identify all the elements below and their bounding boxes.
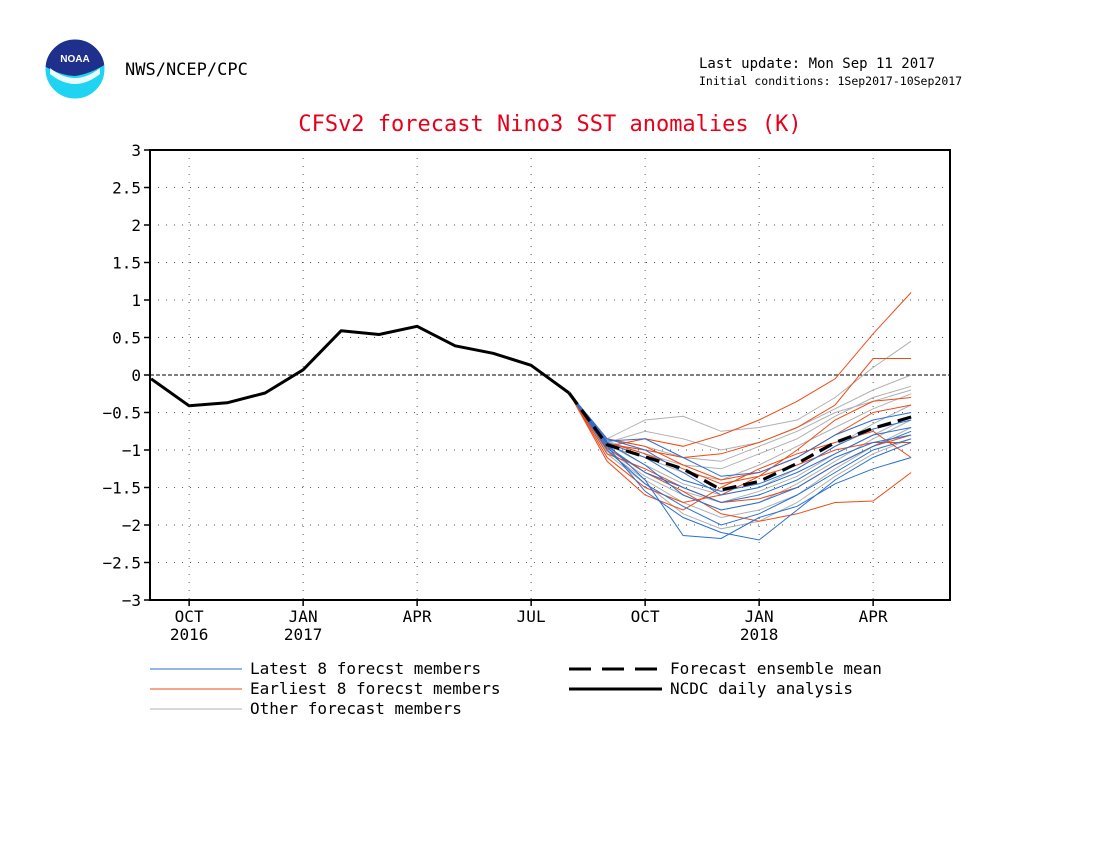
initial-conditions-text: Initial conditions: 1Sep2017-10Sep2017 — [699, 74, 963, 88]
forecast-member-line — [568, 392, 912, 504]
forecast-member-line — [568, 392, 912, 485]
legend-label: Earliest 8 forecst members — [250, 679, 500, 698]
y-tick-label: 2.5 — [112, 179, 141, 198]
x-tick-year: 2016 — [170, 625, 209, 644]
forecast-member-line — [568, 358, 912, 459]
y-tick-label: 1.5 — [112, 254, 141, 273]
forecast-member-line — [568, 392, 912, 511]
chart-title: CFSv2 forecast Nino3 SST anomalies (K) — [298, 112, 802, 137]
y-tick-label: −2.5 — [102, 554, 141, 573]
y-axis-ticks: 3 2.5 2 1.5 1 0.5 0 −0.5 −1 −1.5 −2 −2.5 −3 — [102, 141, 150, 610]
ensemble-mean-line — [567, 392, 912, 492]
forecast-member-line — [568, 392, 912, 504]
forecast-member-line — [568, 392, 912, 519]
y-tick-label: 2 — [131, 216, 141, 235]
x-tick-label: OCT — [175, 607, 204, 626]
forecast-member-line — [568, 392, 912, 540]
x-tick-label: APR — [403, 607, 432, 626]
x-tick-label: JAN — [289, 607, 318, 626]
legend-label: NCDC daily analysis — [670, 679, 853, 698]
forecast-member-line — [568, 392, 912, 477]
y-tick-label: −1.5 — [102, 479, 141, 498]
observed-line — [150, 324, 570, 408]
forecast-member-line — [568, 392, 912, 541]
y-tick-label: −0.5 — [102, 404, 141, 423]
x-tick-label: JAN — [745, 607, 774, 626]
x-tick-label: JUL — [517, 607, 546, 626]
y-tick-label: 0 — [131, 366, 141, 385]
y-tick-label: −2 — [122, 516, 141, 535]
observed-layer — [150, 324, 570, 408]
forecast-member-line — [568, 392, 912, 481]
legend-label: Latest 8 forecst members — [250, 659, 481, 678]
y-tick-label: 0.5 — [112, 329, 141, 348]
x-tick-year: 2017 — [284, 625, 323, 644]
forecast-member-line — [568, 392, 912, 496]
y-tick-label: −1 — [122, 441, 141, 460]
forecast-member-line — [568, 392, 912, 526]
legend-label: Forecast ensemble mean — [670, 659, 882, 678]
ensemble-mean-layer — [567, 392, 912, 492]
forecast-member-line — [568, 392, 912, 522]
forecast-member-line — [568, 292, 912, 447]
forecast-member-line — [568, 392, 912, 511]
forecast-member-line — [568, 340, 912, 440]
forecast-member-line — [568, 392, 912, 492]
forecast-members-layer — [568, 292, 912, 541]
x-tick-label: OCT — [631, 607, 660, 626]
y-tick-label: 3 — [131, 141, 141, 160]
last-update-text: Last update: Mon Sep 11 2017 — [699, 56, 936, 72]
forecast-member-line — [568, 392, 912, 481]
legend-label: Other forecast members — [250, 699, 462, 718]
forecast-member-line — [568, 374, 912, 451]
x-tick-year: 2018 — [740, 625, 779, 644]
noaa-logo: NOAA — [44, 38, 106, 100]
x-tick-label: APR — [859, 607, 888, 626]
organization-label: NWS/NCEP/CPC — [125, 60, 248, 80]
y-tick-label: −3 — [122, 591, 141, 610]
logo-text: NOAA — [60, 54, 89, 65]
y-tick-label: 1 — [131, 291, 141, 310]
